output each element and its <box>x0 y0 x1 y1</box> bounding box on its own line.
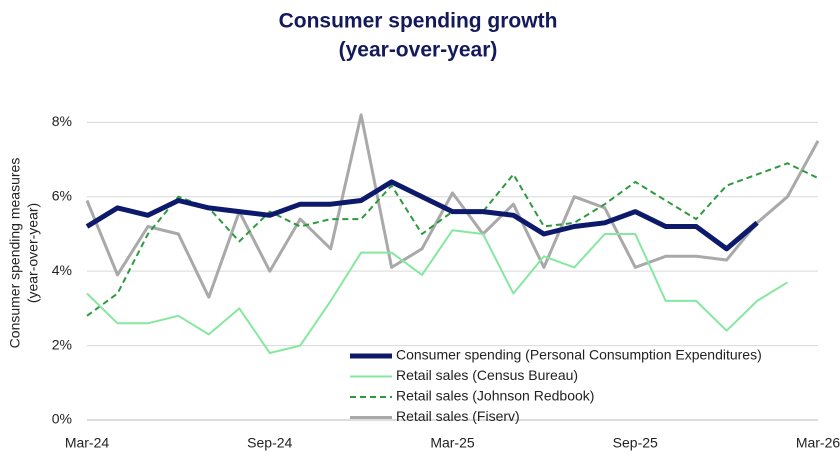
x-tick-label: Mar-26 <box>796 435 840 451</box>
series-line <box>86 162 819 317</box>
x-tick-label: Mar-24 <box>65 435 110 451</box>
legend-label: Retail sales (Census Bureau) <box>396 367 578 383</box>
y-axis-label-line: (year-over-year) <box>25 203 41 303</box>
y-tick-label: 0% <box>52 411 72 427</box>
y-axis-label-line: Consumer spending measures <box>7 158 23 349</box>
legend-label: Consumer spending (Personal Consumption … <box>396 347 762 363</box>
chart-title: (year-over-year) <box>339 39 498 62</box>
series-line <box>85 113 820 299</box>
y-tick-label: 8% <box>52 113 72 129</box>
legend-label: Retail sales (Fiserv) <box>396 408 520 424</box>
legend-label: Retail sales (Johnson Redbook) <box>396 388 594 404</box>
y-tick-label: 4% <box>52 262 72 278</box>
y-tick-label: 6% <box>52 187 72 203</box>
series-line <box>85 179 759 252</box>
chart-title: Consumer spending growth <box>279 10 558 33</box>
series-line <box>86 229 789 354</box>
x-tick-label: Mar-25 <box>430 435 475 451</box>
x-tick-label: Sep-24 <box>247 435 292 451</box>
y-axis-label: Consumer spending measures (year-over-ye… <box>7 158 41 349</box>
x-tick-label: Sep-25 <box>613 435 658 451</box>
y-tick-label: 2% <box>52 336 72 352</box>
